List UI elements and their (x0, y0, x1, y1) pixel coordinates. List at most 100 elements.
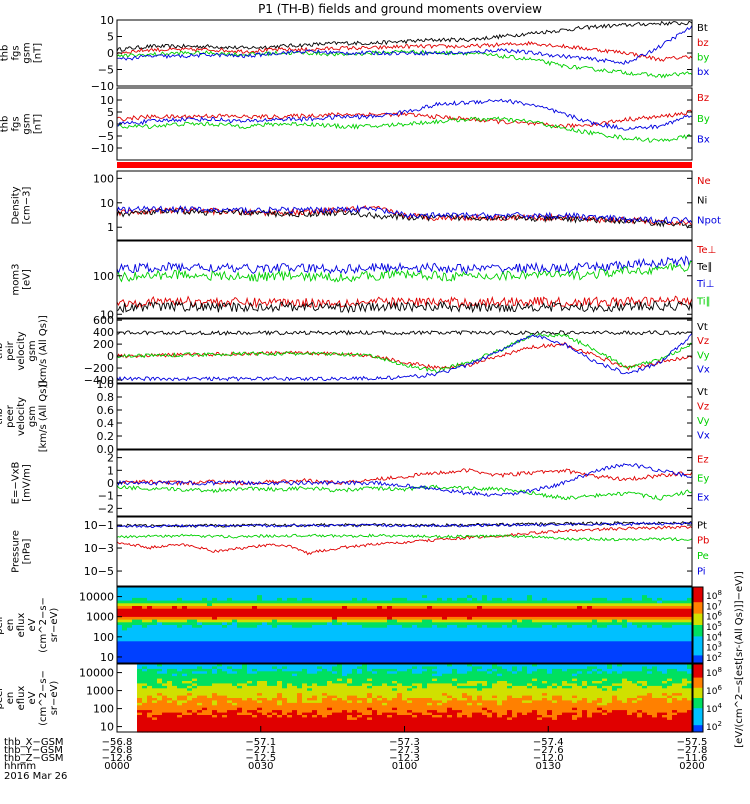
tick-label: 1 (107, 464, 114, 477)
legend-entry: Vx (697, 365, 710, 376)
y-label-line: peir (5, 340, 16, 360)
y-label-line: thb (0, 116, 11, 133)
panel-frame (117, 517, 692, 586)
legend-entry: Pi (697, 566, 706, 577)
colorbar-step (693, 633, 703, 637)
legend-entry: Bz (697, 93, 709, 104)
tick-label: −2 (98, 502, 114, 515)
legend-entry: Ey (697, 473, 709, 484)
colorbar-step (693, 621, 703, 625)
series-Ez (117, 469, 692, 485)
y-label-line: eflux (16, 613, 27, 638)
legend-entry: Ne (697, 176, 711, 187)
legend-entry: Vt (697, 322, 708, 333)
y-label-line: eV (27, 618, 38, 631)
colorbar-step (693, 595, 703, 599)
colorbar-step (693, 655, 703, 659)
y-label-line: velocity (16, 331, 27, 370)
tick-label: 1 (107, 221, 114, 234)
legend-entry: Ez (697, 455, 709, 466)
tick-label: 0 (107, 477, 114, 490)
series-Pe (117, 534, 692, 541)
tick-label: 100 (93, 270, 114, 283)
y-label-line: Pressure (11, 530, 22, 573)
legend-entry: bz (697, 38, 709, 49)
tick-label: 2 (107, 452, 114, 465)
colorbar-step (693, 598, 703, 602)
colorbar-step (693, 602, 703, 606)
y-label-line: gsm (22, 42, 33, 63)
y-label-line: fgs (11, 116, 22, 131)
series-by (117, 50, 692, 77)
y-axis-label: mom3[eV] (11, 264, 33, 296)
legend-entry: bx (697, 67, 709, 78)
y-label-line: [nPa] (22, 538, 33, 564)
legend-entry: Bx (697, 134, 710, 145)
legend-entry: Vy (697, 350, 710, 361)
legend-entry: by (697, 52, 709, 63)
legend-entry: Pb (697, 536, 709, 547)
y-label-line: [eV] (22, 269, 33, 290)
series-Vx (117, 333, 692, 380)
series-bx (117, 25, 692, 64)
colorbar-step (693, 587, 703, 591)
y-axis-label: E=−VxB[mV/m] (11, 462, 33, 505)
y-label-line: velocity (16, 397, 27, 436)
y-label-line: mom3 (11, 264, 22, 296)
y-label-line: [km/s (All Qs)] (38, 315, 49, 387)
legend-entry: Vx (697, 430, 710, 441)
tick-label: 10 (100, 14, 114, 27)
legend-entry: Vt (697, 387, 708, 398)
tick-label: 10000 (79, 591, 114, 604)
tick-label: 10−3 (84, 542, 114, 555)
legend-entry: Pe (697, 551, 709, 562)
colorbar-step (693, 617, 703, 621)
panel-ion_spectrogram: 10000100010010108107106105104103102thbpe… (0, 587, 722, 664)
legend-entry: Vy (697, 416, 710, 427)
tick-label: −5 (98, 64, 114, 77)
tick-label: −10 (91, 80, 114, 93)
tick-label: 10−1 (84, 519, 114, 532)
legend-entry: Te⊥ (696, 245, 716, 256)
colorbar-step (693, 644, 703, 648)
legend-entry: Bt (697, 23, 708, 34)
y-label-line: gsm (27, 340, 38, 361)
panel-frame (117, 319, 692, 383)
legend-entry: Te∥ (696, 262, 713, 273)
y-label-line: thb (0, 45, 11, 62)
tick-label: 10 (100, 197, 114, 210)
y-label-line: en (5, 619, 16, 632)
y-label-line: (cm^2−s− (38, 597, 49, 653)
colorbar-step (693, 636, 703, 640)
legend-entry: Ex (697, 492, 709, 503)
y-label-line: fgs (11, 45, 22, 60)
y-label-line: [nT] (33, 43, 44, 63)
series-Vt (117, 331, 692, 335)
series-Ti∥ (117, 261, 692, 281)
tick-label: 1.0 (97, 378, 115, 391)
figure-title: P1 (TH-B) fields and ground moments over… (258, 2, 542, 16)
series-Ti⊥ (117, 256, 692, 273)
colorbar-step (693, 591, 703, 595)
panel-frame (117, 241, 692, 318)
tick-label: 0.8 (97, 391, 115, 404)
panel-frame (117, 384, 692, 449)
y-label-line: gsm (22, 113, 33, 134)
series-Pb (117, 526, 692, 555)
tick-label: 100 (93, 631, 114, 644)
colorbar-step (693, 652, 703, 656)
y-axis-label: Density[cm−3] (11, 186, 33, 224)
colorbar-step (693, 625, 703, 629)
legend-entry: Pt (697, 520, 707, 531)
